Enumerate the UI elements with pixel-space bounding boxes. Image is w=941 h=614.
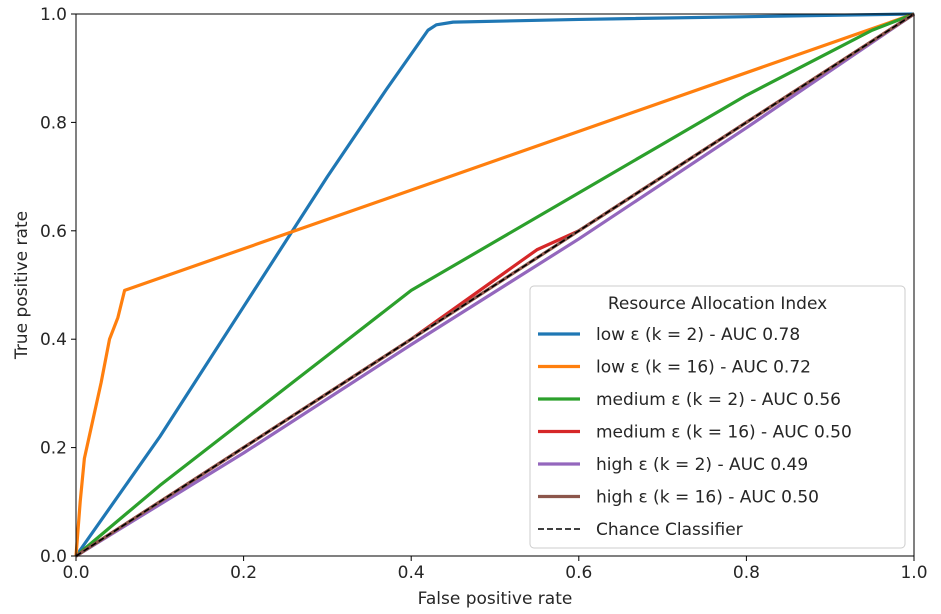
x-tick-label: 0.0 — [62, 563, 89, 583]
plot-frame — [75, 13, 915, 557]
y-tick-label: 0.0 — [40, 547, 67, 567]
y-tick-label: 0.2 — [40, 439, 67, 459]
legend-entry-label: high ε (k = 2) - AUC 0.49 — [596, 455, 808, 475]
series-line-4 — [75, 12, 915, 558]
legend-entry-label: low ε (k = 16) - AUC 0.72 — [596, 358, 811, 378]
legend-title: Resource Allocation Index — [608, 294, 827, 314]
x-tick-label: 0.2 — [230, 563, 257, 583]
x-tick-label: 0.6 — [565, 563, 592, 583]
legend-box — [529, 285, 906, 549]
legend: Resource Allocation Index low ε (k = 2) … — [529, 285, 906, 549]
series-line-1 — [74, 12, 915, 557]
legend-items: low ε (k = 2) - AUC 0.78 low ε (k = 16) -… — [538, 325, 852, 540]
series-line-0 — [74, 12, 915, 557]
y-tick-label: 0.8 — [40, 113, 67, 133]
y-tick-label: 0.6 — [40, 222, 67, 242]
x-tick-label: 1.0 — [900, 563, 927, 583]
x-tick-label: 0.4 — [398, 563, 425, 583]
legend-entry-label: low ε (k = 2) - AUC 0.78 — [596, 325, 800, 345]
legend-entry-label: medium ε (k = 2) - AUC 0.56 — [596, 390, 841, 410]
y-axis-label: True positive rate — [12, 211, 32, 360]
x-axis-label: False positive rate — [418, 589, 573, 609]
series-layer — [74, 12, 915, 558]
legend-entry-label: high ε (k = 16) - AUC 0.50 — [596, 488, 819, 508]
legend-entry-label: medium ε (k = 16) - AUC 0.50 — [596, 423, 852, 443]
series-line-6 — [75, 13, 915, 557]
series-line-2 — [74, 12, 915, 558]
ticks-layer: 0.0 0.2 0.4 0.6 0.8 1.0 0.0 0.2 0.4 0.6 0.8 1.0 — [40, 5, 928, 583]
legend-entry-label: Chance Classifier — [596, 520, 743, 540]
y-tick-label: 0.4 — [40, 330, 67, 350]
x-tick-label: 0.8 — [733, 563, 760, 583]
y-tick-label: 1.0 — [40, 5, 67, 25]
